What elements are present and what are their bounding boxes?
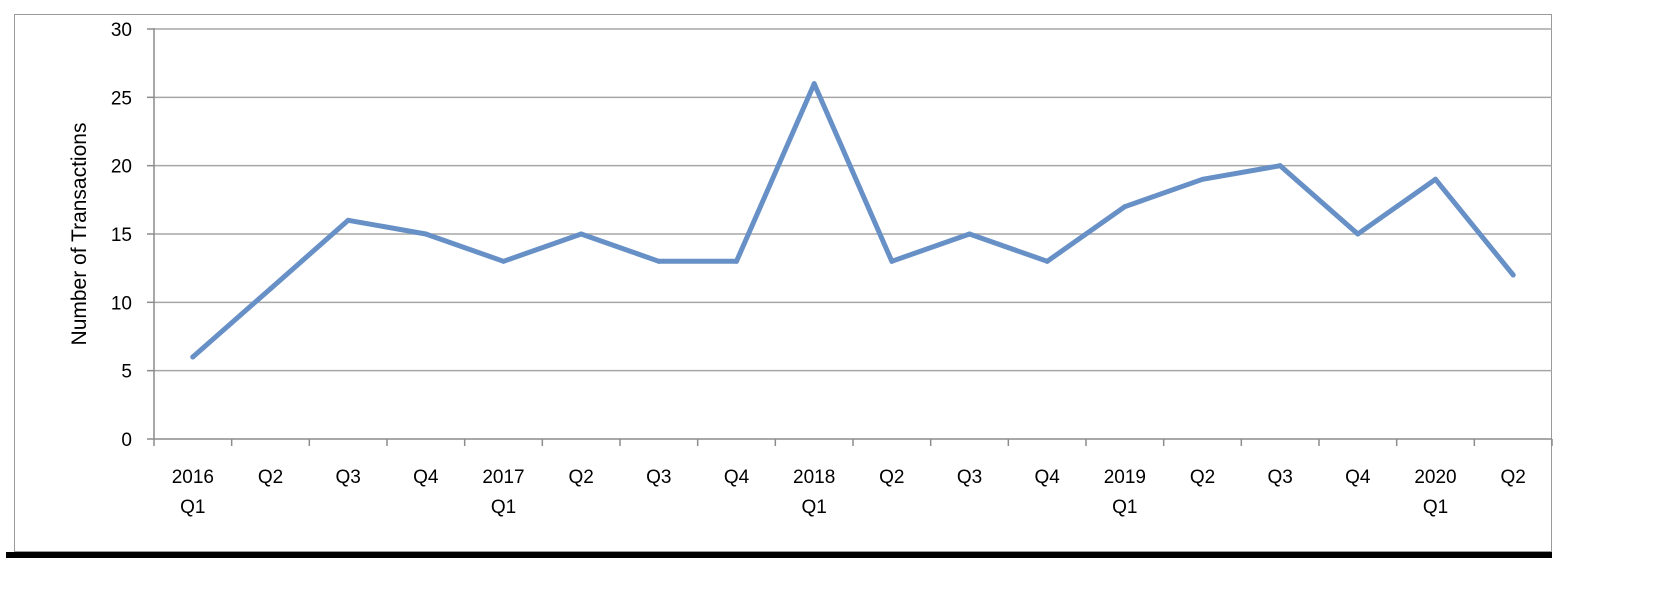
y-tick-label: 25 [111, 88, 132, 109]
x-tick-label: Q2 [1190, 467, 1215, 488]
x-tick-label: Q2 [1500, 467, 1525, 488]
data-point [345, 217, 351, 223]
x-tick-label: Q3 [957, 467, 982, 488]
data-point [656, 258, 662, 264]
x-tick-label: Q1 [1423, 497, 1448, 518]
tick-labels: 0 5 10 15 20 25 30 2016 Q1 Q2 Q3 Q4 2017 Q1 Q2 Q3 Q4 2018… [111, 20, 1526, 518]
x-tick-label: 2017 [482, 467, 524, 488]
bottom-rule [6, 552, 1552, 558]
y-tick-label: 5 [121, 362, 132, 383]
y-tick-label: 15 [111, 225, 132, 246]
data-point [889, 258, 895, 264]
data-point [1044, 258, 1050, 264]
series-layer [190, 81, 1516, 360]
y-tick-label: 10 [111, 293, 132, 314]
chart-frame [14, 14, 1552, 552]
x-tick-label: 2018 [793, 467, 835, 488]
data-point [1510, 272, 1516, 278]
x-tick-label: Q2 [568, 467, 593, 488]
x-tick-label: Q1 [801, 497, 826, 518]
y-tick-label: 30 [111, 20, 132, 41]
data-point [501, 258, 506, 264]
x-tick-label: Q4 [1345, 467, 1371, 488]
x-tick-label: Q3 [646, 467, 671, 488]
data-point [423, 231, 429, 237]
x-tick-label: Q1 [1112, 497, 1137, 518]
data-point [1122, 204, 1128, 210]
data-point [190, 354, 196, 360]
x-tick-label: 2019 [1104, 467, 1146, 488]
data-point [811, 81, 817, 87]
x-tick-label: Q3 [1267, 467, 1292, 488]
x-tick-label: Q4 [1034, 467, 1060, 488]
data-point [1355, 231, 1361, 237]
axes [147, 28, 1553, 446]
y-axis-title: Number of Transactions [68, 123, 91, 346]
x-tick-label: Q2 [879, 467, 904, 488]
data-point [1277, 163, 1283, 169]
data-point [1200, 176, 1205, 182]
x-tick-label: Q3 [335, 467, 360, 488]
data-point [967, 231, 972, 237]
x-tick-label: 2020 [1414, 467, 1456, 488]
data-point [734, 258, 739, 264]
x-tick-label: Q2 [258, 467, 283, 488]
gridlines [154, 28, 1552, 372]
y-tick-label: 0 [121, 430, 132, 451]
x-tick-label: Q4 [413, 467, 439, 488]
x-tick-label: Q1 [180, 497, 205, 518]
data-point [578, 231, 584, 237]
series-line [190, 81, 1516, 360]
x-tick-label: 2016 [172, 467, 214, 488]
x-tick-label: Q4 [724, 467, 750, 488]
data-point [268, 286, 273, 292]
x-tick-label: Q1 [491, 497, 516, 518]
y-tick-label: 20 [111, 157, 132, 178]
data-point [1433, 176, 1438, 182]
